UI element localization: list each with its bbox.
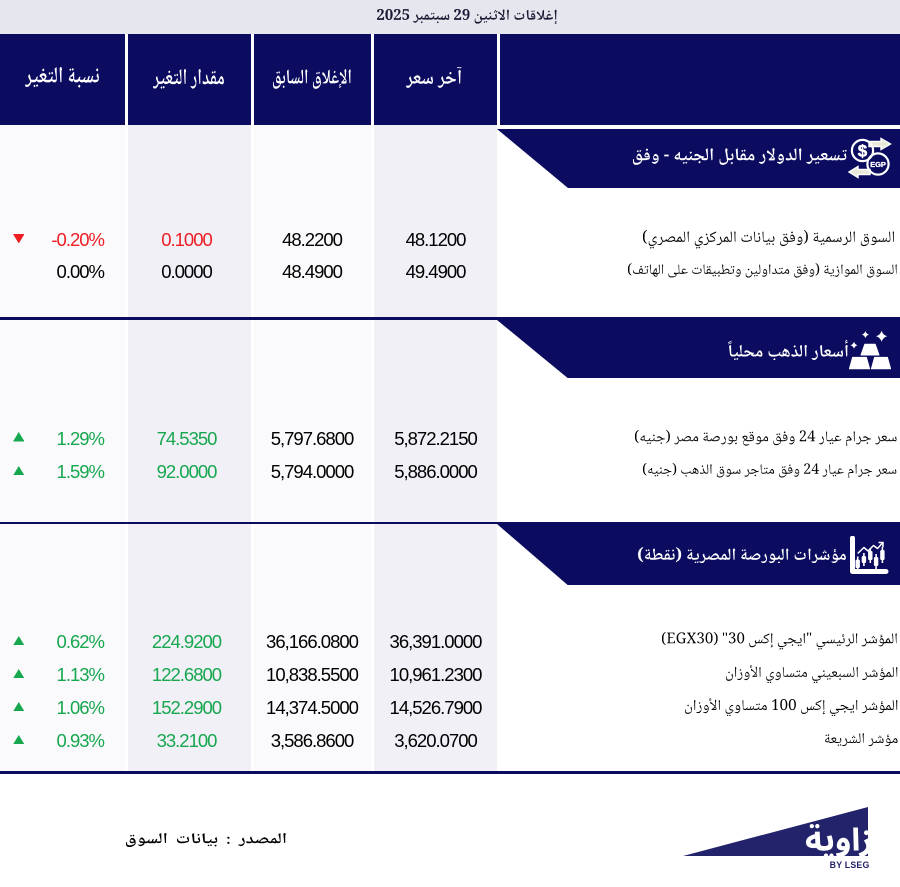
- svg-text:EGP: EGP: [870, 160, 886, 169]
- svg-text:$: $: [858, 142, 868, 161]
